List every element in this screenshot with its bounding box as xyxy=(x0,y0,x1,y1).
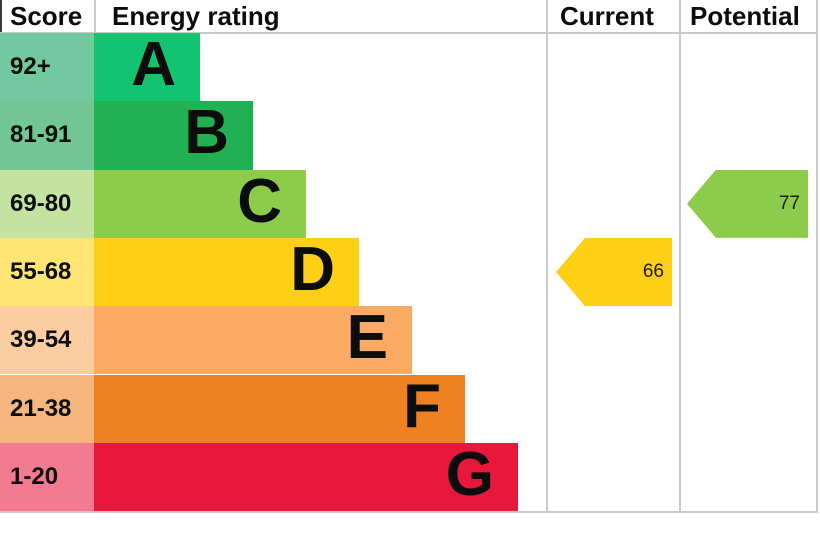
band-bar-f: F xyxy=(94,371,465,443)
band-row-a: 92+ A xyxy=(0,30,820,102)
band-bar-b: B xyxy=(94,98,253,170)
table-bottom-border xyxy=(0,511,818,513)
band-bar-e: E xyxy=(94,303,412,375)
score-range-a: 92+ xyxy=(0,33,94,102)
band-letter-a: A xyxy=(131,30,176,100)
band-letter-b: B xyxy=(184,98,229,168)
score-range-b: 81-91 xyxy=(0,101,94,170)
score-range-d: 55-68 xyxy=(0,237,94,307)
band-row-d: 55-68 D xyxy=(0,235,820,307)
band-row-c: 69-80 C xyxy=(0,166,820,238)
score-column-divider xyxy=(94,0,96,33)
header-left-border xyxy=(0,0,2,33)
band-bar-d: D xyxy=(94,235,359,307)
band-bar-c: C xyxy=(94,166,306,238)
band-row-b: 81-91 B xyxy=(0,98,820,170)
current-column-divider xyxy=(546,0,548,513)
energy-rating-column-header: Energy rating xyxy=(112,1,280,31)
band-letter-e: E xyxy=(346,303,388,373)
score-range-g: 1-20 xyxy=(0,442,94,512)
band-bar-a: A xyxy=(94,30,200,102)
score-range-f: 21-38 xyxy=(0,374,94,443)
score-range-e: 39-54 xyxy=(0,306,94,375)
current-column-header: Current xyxy=(560,1,654,31)
band-letter-c: C xyxy=(237,166,282,236)
band-row-e: 39-54 E xyxy=(0,303,820,375)
band-row-f: 21-38 F xyxy=(0,371,820,443)
potential-column-divider xyxy=(679,0,681,513)
band-row-g: 1-20 G xyxy=(0,439,820,512)
right-border xyxy=(816,0,818,513)
band-letter-d: D xyxy=(290,235,335,305)
potential-column-header: Potential xyxy=(690,1,800,31)
current-rating-value: 66 xyxy=(642,261,664,283)
score-column-header: Score xyxy=(10,1,83,31)
band-letter-f: F xyxy=(403,371,441,441)
potential-rating-value: 77 xyxy=(778,192,800,214)
header-underline xyxy=(0,32,818,34)
potential-rating-arrow: 77 xyxy=(687,169,808,238)
band-letter-g: G xyxy=(445,439,494,509)
score-range-c: 69-80 xyxy=(0,169,94,238)
band-bar-g: G xyxy=(94,439,518,512)
